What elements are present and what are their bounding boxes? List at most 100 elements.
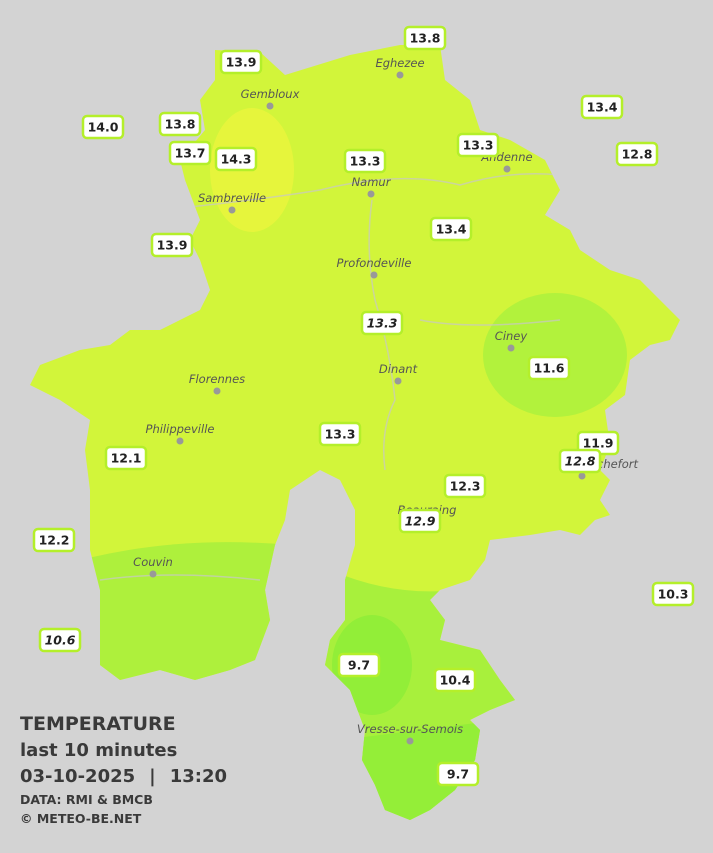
station-value: 14.0 bbox=[88, 120, 119, 135]
city-dot bbox=[367, 190, 375, 198]
station: 10.4 bbox=[433, 667, 477, 693]
station-value: 13.9 bbox=[226, 55, 257, 70]
station: 13.8 bbox=[158, 111, 202, 137]
station-value: 12.1 bbox=[111, 451, 142, 466]
station-value: 14.3 bbox=[221, 152, 252, 167]
station-value: 13.3 bbox=[367, 316, 398, 331]
station: 12.9 bbox=[398, 508, 442, 534]
station-value: 13.8 bbox=[165, 117, 196, 132]
station: 14.3 bbox=[214, 146, 258, 172]
station-value: 12.8 bbox=[565, 454, 596, 469]
station-box bbox=[436, 761, 480, 787]
legend-separator: | bbox=[149, 766, 156, 787]
city-dot bbox=[578, 472, 586, 480]
city-dot bbox=[176, 437, 184, 445]
station-box bbox=[168, 140, 212, 166]
city-dot bbox=[396, 71, 404, 79]
station-box bbox=[651, 581, 695, 607]
station-box bbox=[81, 114, 125, 140]
city-dot bbox=[149, 570, 157, 578]
city-label: Gembloux bbox=[241, 87, 300, 101]
city-label: Dinant bbox=[379, 362, 418, 376]
station: 13.3 bbox=[318, 421, 362, 447]
city-label: Namur bbox=[352, 175, 392, 189]
station-box bbox=[456, 132, 500, 158]
station-box bbox=[615, 141, 659, 167]
city-dot bbox=[228, 206, 236, 214]
station: 12.8 bbox=[558, 448, 602, 474]
station-box bbox=[443, 473, 487, 499]
city-dot bbox=[394, 377, 402, 385]
station-value: 12.8 bbox=[622, 147, 653, 162]
station-value: 9.7 bbox=[447, 767, 469, 782]
station-box bbox=[104, 445, 148, 471]
city-label: Couvin bbox=[133, 555, 173, 569]
city-label: Philippeville bbox=[146, 422, 215, 436]
station: 12.8 bbox=[615, 141, 659, 167]
station-box bbox=[337, 652, 381, 678]
city-label: Ciney bbox=[495, 329, 528, 343]
station-value: 13.3 bbox=[463, 138, 494, 153]
station-value: 13.4 bbox=[436, 222, 467, 237]
station-box bbox=[429, 216, 473, 242]
station-box bbox=[343, 148, 387, 174]
station-value: 12.3 bbox=[450, 479, 481, 494]
legend-title: TEMPERATURE bbox=[20, 713, 176, 735]
station: 13.4 bbox=[429, 216, 473, 242]
city-label: Vresse-sur-Semois bbox=[357, 722, 463, 736]
station-value: 12.9 bbox=[405, 514, 436, 529]
legend-period: last 10 minutes bbox=[20, 740, 177, 761]
city-dot bbox=[370, 271, 378, 279]
station-value: 13.3 bbox=[350, 154, 381, 169]
station: 9.7 bbox=[436, 761, 480, 787]
station-box bbox=[158, 111, 202, 137]
station-box bbox=[318, 421, 362, 447]
station: 12.2 bbox=[32, 527, 76, 553]
legend-date: 03-10-2025 bbox=[20, 766, 135, 787]
station: 14.0 bbox=[81, 114, 125, 140]
station-value: 10.6 bbox=[45, 633, 76, 648]
station-box bbox=[38, 627, 82, 653]
station-value: 13.4 bbox=[587, 100, 618, 115]
station-box bbox=[398, 508, 442, 534]
station: 10.6 bbox=[38, 627, 82, 653]
station-value: 10.3 bbox=[658, 587, 689, 602]
station: 12.1 bbox=[104, 445, 148, 471]
station-box bbox=[219, 49, 263, 75]
station-box bbox=[150, 232, 194, 258]
station-box bbox=[360, 310, 404, 336]
station: 13.7 bbox=[168, 140, 212, 166]
station-value: 9.7 bbox=[348, 658, 370, 673]
station-box bbox=[527, 355, 571, 381]
station-value: 11.9 bbox=[583, 436, 614, 451]
city-dot bbox=[503, 165, 511, 173]
station: 10.3 bbox=[651, 581, 695, 607]
station: 12.3 bbox=[443, 473, 487, 499]
station: 13.8 bbox=[403, 25, 447, 51]
station-value: 13.8 bbox=[410, 31, 441, 46]
legend-time: 13:20 bbox=[170, 766, 227, 787]
station: 13.3 bbox=[360, 310, 404, 336]
station: 9.7 bbox=[337, 652, 381, 678]
city-dot bbox=[266, 102, 274, 110]
station-box bbox=[433, 667, 477, 693]
station: 13.9 bbox=[150, 232, 194, 258]
city-label: Sambreville bbox=[198, 191, 266, 205]
legend-datetime: 03-10-2025 | 13:20 bbox=[20, 766, 227, 787]
station-value: 13.7 bbox=[175, 146, 206, 161]
station-value: 11.6 bbox=[534, 361, 565, 376]
station: 13.4 bbox=[580, 94, 624, 120]
station-value: 13.3 bbox=[325, 427, 356, 442]
legend-credit: © METEO-BE.NET bbox=[20, 811, 142, 826]
station: 13.3 bbox=[456, 132, 500, 158]
station-box bbox=[580, 94, 624, 120]
city-dot bbox=[213, 387, 221, 395]
city-dot bbox=[507, 344, 515, 352]
station-value: 10.4 bbox=[440, 673, 471, 688]
station: 11.6 bbox=[527, 355, 571, 381]
station-box bbox=[32, 527, 76, 553]
station-box bbox=[214, 146, 258, 172]
city-label: Eghezee bbox=[375, 56, 424, 70]
station-value: 13.9 bbox=[157, 238, 188, 253]
legend-source: DATA: RMI & BMCB bbox=[20, 792, 153, 807]
